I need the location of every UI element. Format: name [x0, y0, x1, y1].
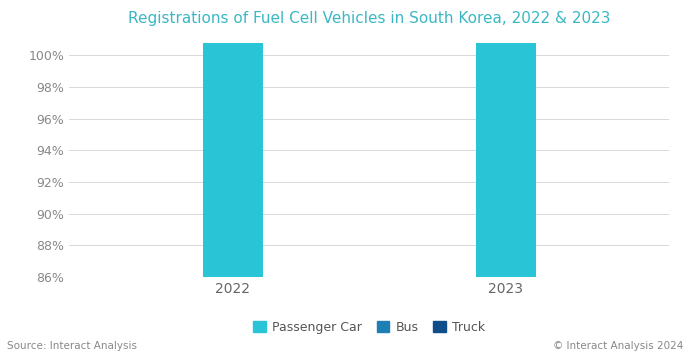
Text: Source: Interact Analysis: Source: Interact Analysis	[7, 342, 137, 351]
Legend: Passenger Car, Bus, Truck: Passenger Car, Bus, Truck	[248, 316, 491, 339]
Text: © Interact Analysis 2024: © Interact Analysis 2024	[553, 342, 683, 351]
Title: Registrations of Fuel Cell Vehicles in South Korea, 2022 & 2023: Registrations of Fuel Cell Vehicles in S…	[128, 11, 611, 26]
Bar	[203, 0, 263, 277]
Bar	[475, 0, 535, 277]
